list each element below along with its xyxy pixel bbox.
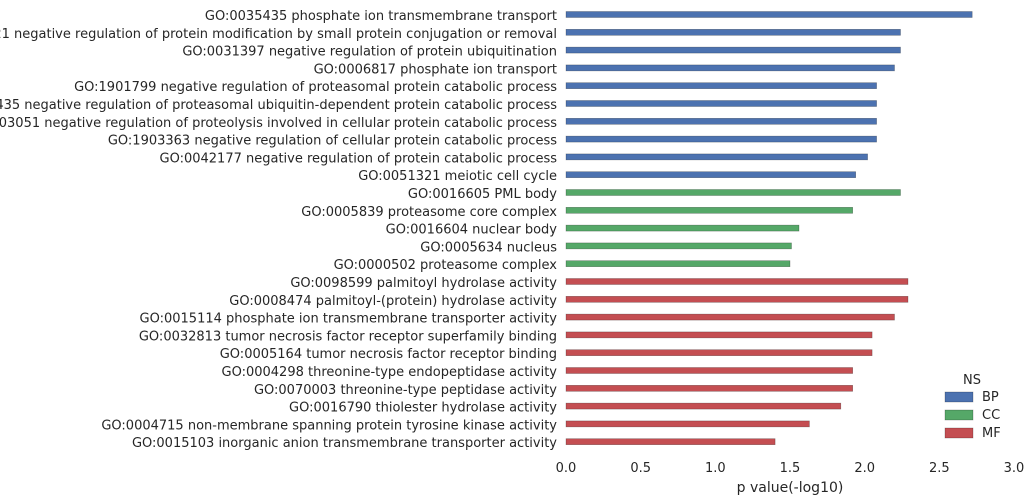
category-label: GO:0005164 tumor necrosis factor recepto…	[220, 347, 557, 362]
category-label: GO:0070003 threonine-type peptidase acti…	[254, 383, 557, 398]
x-tick-label: 2.0	[854, 461, 875, 476]
category-label: GO:1903051 negative regulation of proteo…	[0, 116, 557, 131]
bar	[565, 438, 776, 446]
category-label: GO:0016605 PML body	[408, 187, 557, 202]
bar	[565, 82, 877, 89]
bar	[565, 402, 842, 410]
category-label: GO:0031397 negative regulation of protei…	[182, 45, 557, 60]
category-label: GO:0016790 thiolester hydrolase activity	[289, 401, 557, 416]
bar	[565, 64, 895, 72]
category-label: GO:0008474 palmitoyl-(protein) hydrolase…	[229, 294, 557, 309]
category-label: GO:0015114 phosphate ion transmembrane t…	[140, 312, 558, 327]
category-label: GO:0051321 meiotic cell cycle	[358, 169, 557, 184]
x-ticks-layer: 0.0 0.5 1.0 1.5 2.0 2.5 3.0	[556, 461, 1025, 476]
category-label: GO:0005839 proteasome core complex	[301, 205, 557, 220]
bar	[565, 100, 877, 107]
bar	[565, 189, 901, 196]
x-tick-label: 0.0	[556, 461, 577, 476]
legend-entry-label: CC	[982, 408, 1000, 423]
x-tick-label: 1.5	[780, 461, 801, 476]
category-label: GO:0035435 phosphate ion transmembrane t…	[205, 9, 557, 24]
legend-swatch	[944, 391, 974, 403]
bar	[565, 207, 854, 214]
category-label: GO:0004715 non-membrane spanning protein…	[101, 418, 557, 433]
category-label: GO:0032813 tumor necrosis factor recepto…	[139, 329, 557, 344]
x-tick-label: 2.5	[929, 461, 950, 476]
legend: NS BP CC MF	[944, 373, 1001, 441]
bar	[565, 278, 909, 285]
category-label: GO:1903363 negative regulation of cellul…	[108, 134, 557, 149]
category-label: GO:0042177 negative regulation of protei…	[160, 151, 558, 166]
category-label: GO:0005634 nucleus	[420, 240, 557, 255]
bar	[565, 313, 895, 321]
category-label: GO:0098599 palmitoyl hydrolase activity	[290, 276, 557, 291]
bar	[565, 331, 873, 339]
category-label: GO:1901799 negative regulation of protea…	[74, 80, 557, 95]
legend-title: NS	[963, 373, 981, 388]
category-labels-layer: GO:0035435 phosphate ion transmembrane t…	[0, 9, 557, 451]
x-tick-label: 0.5	[630, 461, 651, 476]
bar	[565, 153, 868, 161]
bar	[565, 420, 810, 428]
bar	[565, 28, 901, 36]
bar	[565, 295, 909, 303]
category-label: GO:0004298 threonine-type endopeptidase …	[222, 365, 558, 380]
category-label: GO:0032435 negative regulation of protea…	[0, 98, 557, 113]
bar	[565, 260, 791, 268]
bar	[565, 118, 877, 125]
category-label: GO:0006817 phosphate ion transport	[314, 62, 557, 77]
bar	[565, 349, 873, 357]
legend-swatch	[944, 427, 974, 439]
bar	[565, 242, 792, 250]
bar	[565, 384, 854, 392]
bar	[565, 135, 877, 143]
legend-swatch	[944, 409, 974, 421]
bar	[565, 11, 973, 18]
bar	[565, 224, 800, 232]
category-label: GO:0016604 nuclear body	[386, 223, 558, 238]
category-label: GO:0000502 proteasome complex	[334, 258, 558, 273]
x-tick-label: 3.0	[1004, 461, 1025, 476]
legend-entry-label: MF	[982, 426, 1001, 441]
category-label: GO:0015103 inorganic anion transmembrane…	[132, 436, 557, 451]
bar	[565, 367, 854, 374]
legend-entry-label: BP	[982, 390, 999, 405]
bar	[565, 46, 901, 54]
bar	[565, 171, 857, 178]
bars-layer	[565, 11, 973, 446]
x-axis-label: p value(-log10)	[737, 480, 844, 496]
x-tick-label: 1.0	[705, 461, 726, 476]
category-label: GO:1903321 negative regulation of protei…	[0, 27, 557, 42]
